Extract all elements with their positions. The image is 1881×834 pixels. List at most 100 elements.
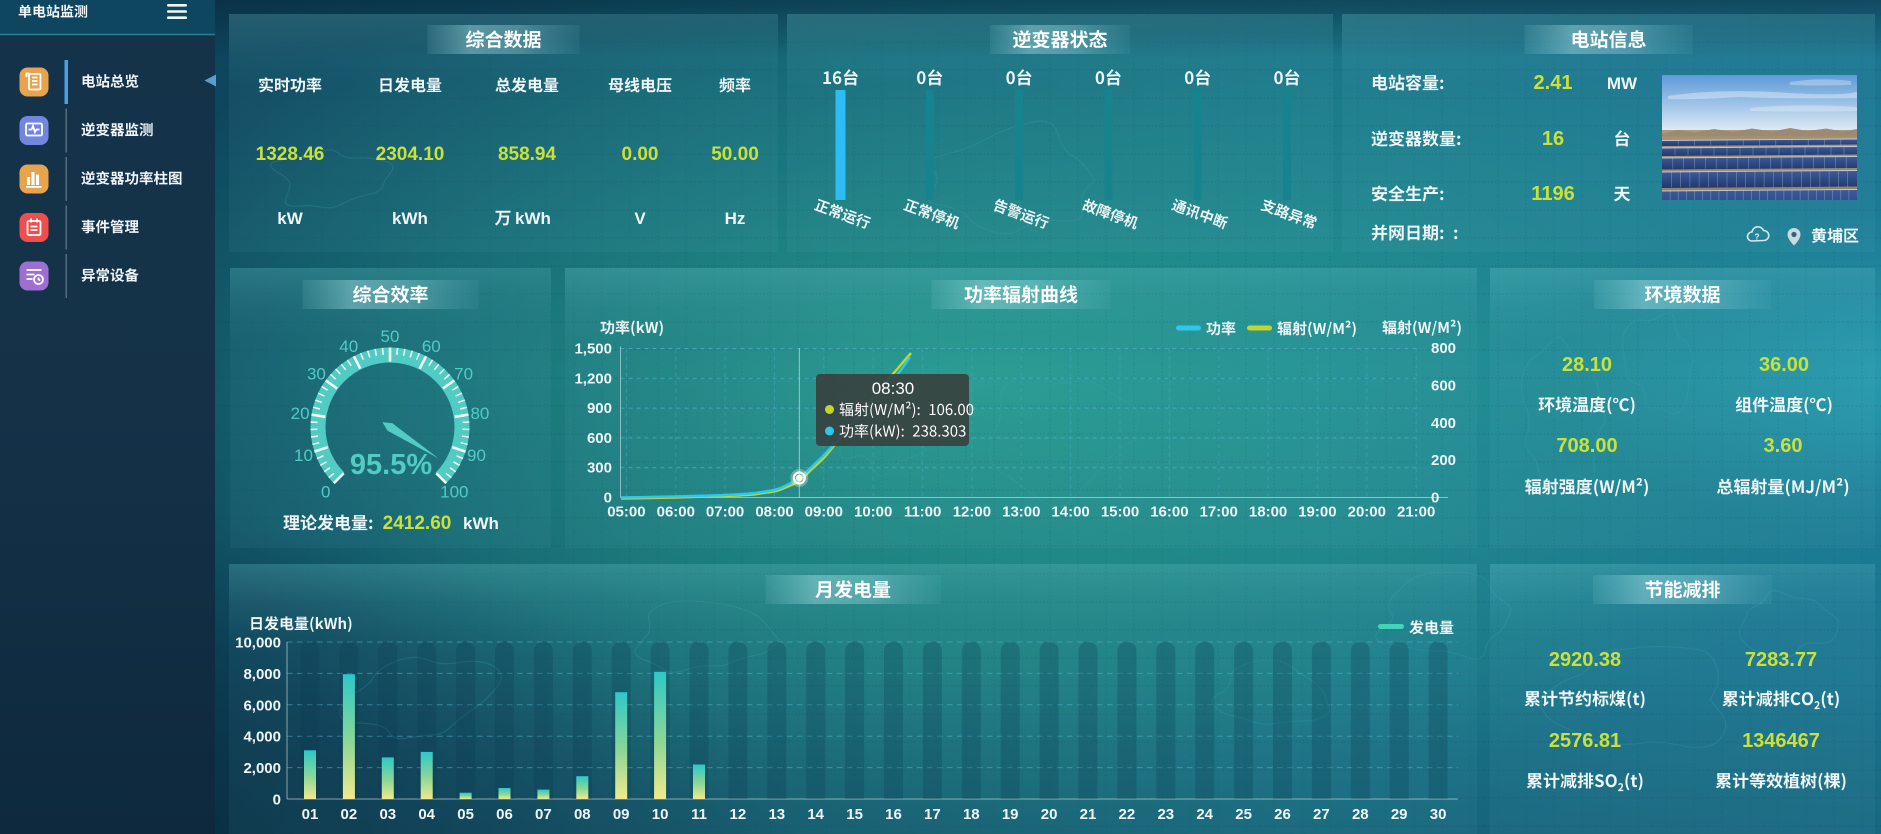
- svg-text:1328.46: 1328.46: [256, 144, 325, 165]
- svg-text:24: 24: [1196, 806, 1213, 823]
- svg-text:02: 02: [341, 806, 358, 823]
- svg-text:16: 16: [885, 806, 902, 823]
- svg-text:900: 900: [587, 400, 612, 417]
- svg-text:0: 0: [321, 482, 330, 501]
- svg-text:kWh: kWh: [515, 209, 551, 228]
- svg-text:30: 30: [307, 365, 326, 384]
- svg-text:18:00: 18:00: [1249, 504, 1287, 521]
- svg-text:23: 23: [1157, 806, 1174, 823]
- svg-text:60: 60: [422, 337, 441, 356]
- svg-text:600: 600: [1431, 377, 1456, 394]
- svg-text:20: 20: [291, 404, 310, 423]
- svg-text:11:00: 11:00: [904, 504, 942, 521]
- svg-text:6,000: 6,000: [243, 697, 281, 714]
- svg-text:kWh: kWh: [463, 514, 499, 533]
- svg-text:19:00: 19:00: [1298, 504, 1336, 521]
- svg-text:16:00: 16:00: [1150, 504, 1188, 521]
- svg-text:10:00: 10:00: [854, 504, 892, 521]
- svg-text:90: 90: [467, 446, 486, 465]
- svg-text:50: 50: [381, 327, 400, 346]
- svg-text:08:00: 08:00: [755, 504, 793, 521]
- svg-text:07:00: 07:00: [706, 504, 744, 521]
- svg-text:06:00: 06:00: [657, 504, 695, 521]
- svg-text:12: 12: [730, 806, 747, 823]
- svg-text:1346467: 1346467: [1742, 730, 1820, 752]
- svg-text:2.41: 2.41: [1534, 72, 1573, 94]
- svg-text:28.10: 28.10: [1562, 354, 1612, 376]
- svg-text:06: 06: [496, 806, 513, 823]
- svg-text:0: 0: [604, 490, 612, 507]
- svg-text:16: 16: [1542, 128, 1564, 150]
- svg-text:05: 05: [457, 806, 474, 823]
- svg-text:40: 40: [339, 337, 358, 356]
- svg-text:14:00: 14:00: [1051, 504, 1089, 521]
- svg-text:?: ?: [1754, 232, 1759, 242]
- svg-text:2,000: 2,000: [243, 760, 281, 777]
- svg-text:70: 70: [454, 365, 473, 384]
- svg-text:19: 19: [1002, 806, 1019, 823]
- svg-text:36.00: 36.00: [1759, 354, 1809, 376]
- svg-text:2920.38: 2920.38: [1549, 649, 1621, 671]
- svg-text:05:00: 05:00: [607, 504, 645, 521]
- svg-text:08: 08: [574, 806, 591, 823]
- svg-text:07: 07: [535, 806, 552, 823]
- svg-text:08:30: 08:30: [872, 379, 915, 398]
- svg-text:400: 400: [1431, 415, 1456, 432]
- svg-text:V: V: [634, 209, 646, 228]
- svg-text:25: 25: [1235, 806, 1252, 823]
- svg-text:0.00: 0.00: [622, 144, 659, 165]
- svg-text:200: 200: [1431, 452, 1456, 469]
- svg-text:95.5%: 95.5%: [350, 449, 432, 481]
- svg-text:27: 27: [1313, 806, 1330, 823]
- svg-text:30: 30: [1430, 806, 1447, 823]
- svg-text:100: 100: [440, 482, 468, 501]
- svg-text:14: 14: [807, 806, 824, 823]
- svg-text:kWh: kWh: [392, 209, 428, 228]
- svg-text:26: 26: [1274, 806, 1291, 823]
- svg-text:21:00: 21:00: [1397, 504, 1435, 521]
- svg-text:09:00: 09:00: [805, 504, 843, 521]
- svg-text:3.60: 3.60: [1764, 435, 1803, 457]
- svg-text:17:00: 17:00: [1200, 504, 1238, 521]
- svg-text:17: 17: [924, 806, 941, 823]
- svg-text:22: 22: [1119, 806, 1136, 823]
- svg-text:800: 800: [1431, 340, 1456, 357]
- svg-text:2412.60: 2412.60: [383, 513, 452, 534]
- svg-text:0: 0: [273, 792, 281, 809]
- svg-text:858.94: 858.94: [498, 144, 557, 165]
- svg-text:09: 09: [613, 806, 630, 823]
- svg-text:7283.77: 7283.77: [1745, 649, 1817, 671]
- svg-text:0: 0: [1431, 490, 1439, 507]
- svg-text:29: 29: [1391, 806, 1408, 823]
- svg-text:28: 28: [1352, 806, 1369, 823]
- svg-text:13: 13: [768, 806, 785, 823]
- svg-text:1,200: 1,200: [574, 370, 612, 387]
- svg-text:1,500: 1,500: [574, 341, 612, 358]
- svg-text:2576.81: 2576.81: [1549, 730, 1621, 752]
- svg-text:80: 80: [470, 404, 489, 423]
- svg-text:21: 21: [1080, 806, 1097, 823]
- svg-text:708.00: 708.00: [1556, 435, 1617, 457]
- svg-text:kW: kW: [277, 209, 303, 228]
- svg-text:15:00: 15:00: [1101, 504, 1139, 521]
- svg-text:1196: 1196: [1531, 183, 1574, 205]
- svg-text:13:00: 13:00: [1002, 504, 1040, 521]
- svg-text:300: 300: [587, 460, 612, 477]
- svg-text:20: 20: [1041, 806, 1058, 823]
- svg-text:20:00: 20:00: [1348, 504, 1386, 521]
- svg-text:10: 10: [294, 446, 313, 465]
- svg-text:2304.10: 2304.10: [376, 144, 445, 165]
- svg-text:12:00: 12:00: [953, 504, 991, 521]
- svg-text:18: 18: [963, 806, 980, 823]
- svg-text:10: 10: [652, 806, 669, 823]
- svg-text:50.00: 50.00: [711, 144, 759, 165]
- svg-text:600: 600: [587, 430, 612, 447]
- svg-text:03: 03: [379, 806, 396, 823]
- svg-text:15: 15: [846, 806, 863, 823]
- svg-text:01: 01: [302, 806, 319, 823]
- svg-text:10,000: 10,000: [235, 635, 281, 652]
- svg-text:04: 04: [418, 806, 435, 823]
- svg-text:8,000: 8,000: [243, 666, 281, 683]
- svg-text:11: 11: [691, 806, 707, 823]
- svg-text:Hz: Hz: [725, 209, 746, 228]
